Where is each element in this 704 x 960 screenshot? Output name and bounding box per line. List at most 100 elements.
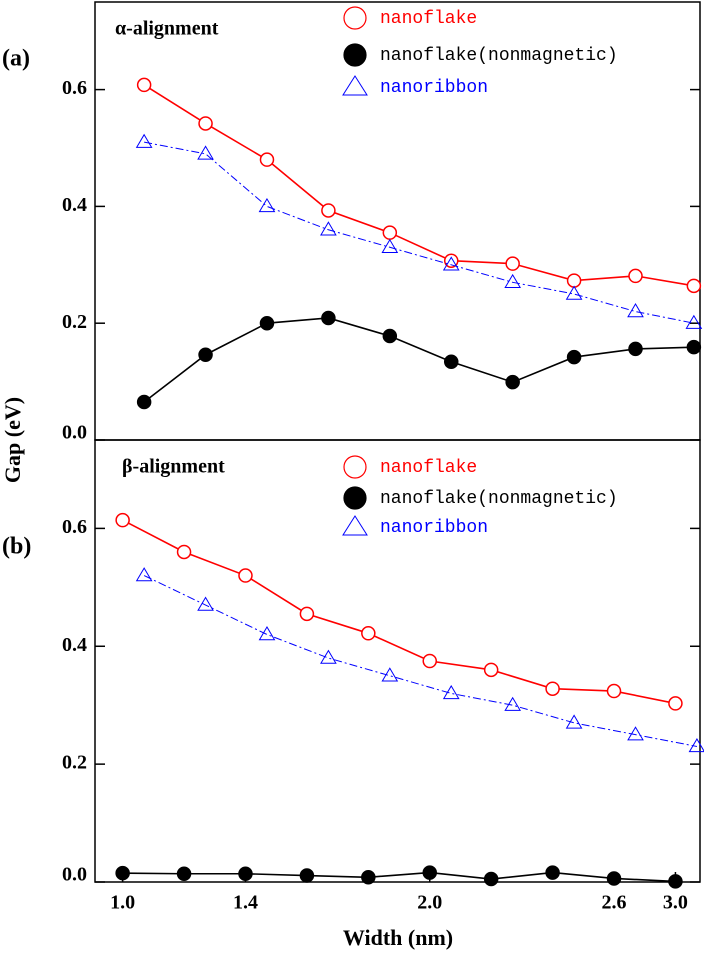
y-tick-label: 0.6 — [62, 516, 87, 538]
legend-label: nanoflake(nonmagnetic) — [380, 46, 618, 66]
marker — [504, 696, 522, 711]
marker — [382, 225, 398, 240]
marker — [483, 662, 499, 678]
marker — [442, 684, 460, 700]
marker — [443, 354, 459, 369]
plot-frame — [94, 439, 701, 883]
marker — [668, 874, 683, 889]
marker — [135, 567, 153, 582]
marker — [686, 339, 702, 355]
panel-title: α-alignment — [115, 18, 219, 40]
marker — [320, 649, 337, 664]
series-line — [143, 84, 694, 287]
legend-label: nanoflake — [380, 9, 477, 29]
marker — [422, 653, 437, 669]
legend-marker — [343, 486, 367, 510]
marker — [565, 714, 583, 729]
marker — [627, 726, 644, 741]
marker — [628, 341, 643, 357]
panel-title: β-alignment — [122, 456, 225, 478]
y-axis-label: Gap (eV) — [0, 397, 25, 483]
legend-label: nanoribbon — [380, 78, 488, 98]
marker — [176, 544, 192, 560]
legend-marker — [343, 455, 367, 479]
marker — [321, 203, 336, 218]
legend-label: nanoribbon — [380, 518, 488, 538]
marker — [443, 253, 459, 268]
marker — [668, 696, 683, 711]
marker — [135, 133, 153, 148]
x-tick-label: 1.0 — [110, 892, 135, 914]
marker — [115, 865, 130, 881]
marker — [688, 737, 704, 753]
marker — [685, 314, 703, 329]
marker — [198, 116, 213, 131]
marker — [545, 681, 560, 696]
series-line — [122, 519, 676, 705]
marker — [258, 197, 276, 213]
marker — [504, 273, 522, 289]
marker — [566, 349, 582, 365]
legend-marker — [343, 43, 367, 67]
marker — [505, 256, 520, 271]
marker — [628, 268, 643, 284]
marker — [238, 568, 253, 583]
y-tick-label: 0.2 — [62, 752, 87, 774]
y-tick-label: 0.4 — [62, 634, 87, 656]
marker — [115, 512, 130, 528]
series-line — [144, 141, 694, 324]
panel-label: (a) — [2, 46, 30, 72]
marker — [442, 256, 460, 271]
legend-label: nanoflake(nonmagnetic) — [380, 489, 618, 509]
x-tick-label: 3.0 — [663, 892, 688, 914]
x-tick-label: 1.4 — [233, 892, 258, 914]
marker — [259, 315, 275, 331]
marker — [258, 626, 276, 641]
series-line — [143, 575, 698, 747]
x-axis-label: Width (nm) — [343, 925, 453, 950]
y-tick-label: 0.2 — [62, 311, 87, 333]
marker — [381, 667, 399, 682]
marker — [606, 683, 622, 699]
marker — [361, 870, 376, 885]
plot-frame — [94, 1, 701, 441]
marker — [259, 152, 275, 167]
marker — [136, 77, 152, 93]
legend-label: nanoflake — [380, 458, 477, 478]
marker — [238, 866, 253, 881]
marker — [176, 866, 192, 881]
marker — [565, 285, 583, 300]
panel-label: (b) — [2, 534, 31, 560]
marker — [197, 145, 214, 160]
marker — [361, 626, 376, 641]
marker — [422, 865, 437, 880]
marker — [483, 871, 499, 887]
marker — [381, 238, 399, 254]
y-tick-label: 0.0 — [62, 422, 87, 444]
marker — [606, 871, 622, 886]
legend-marker — [343, 6, 367, 30]
y-tick-label: 0.6 — [62, 77, 87, 99]
marker — [197, 596, 214, 611]
series-line — [122, 871, 676, 883]
marker — [198, 347, 213, 362]
marker — [686, 278, 702, 294]
y-tick-label: 0.0 — [62, 864, 87, 886]
x-tick-label: 2.0 — [417, 892, 442, 914]
marker — [627, 303, 644, 318]
marker — [321, 310, 336, 326]
y-tick-label: 0.4 — [62, 194, 87, 216]
legend-marker — [342, 515, 368, 536]
marker — [136, 394, 152, 410]
marker — [299, 868, 315, 883]
legend-marker — [342, 75, 368, 96]
marker — [566, 273, 582, 288]
marker — [382, 328, 398, 344]
series-line — [143, 317, 694, 403]
marker — [299, 606, 315, 622]
marker — [320, 221, 337, 236]
marker — [505, 374, 520, 390]
marker — [545, 865, 560, 880]
x-tick-label: 2.6 — [602, 892, 627, 914]
